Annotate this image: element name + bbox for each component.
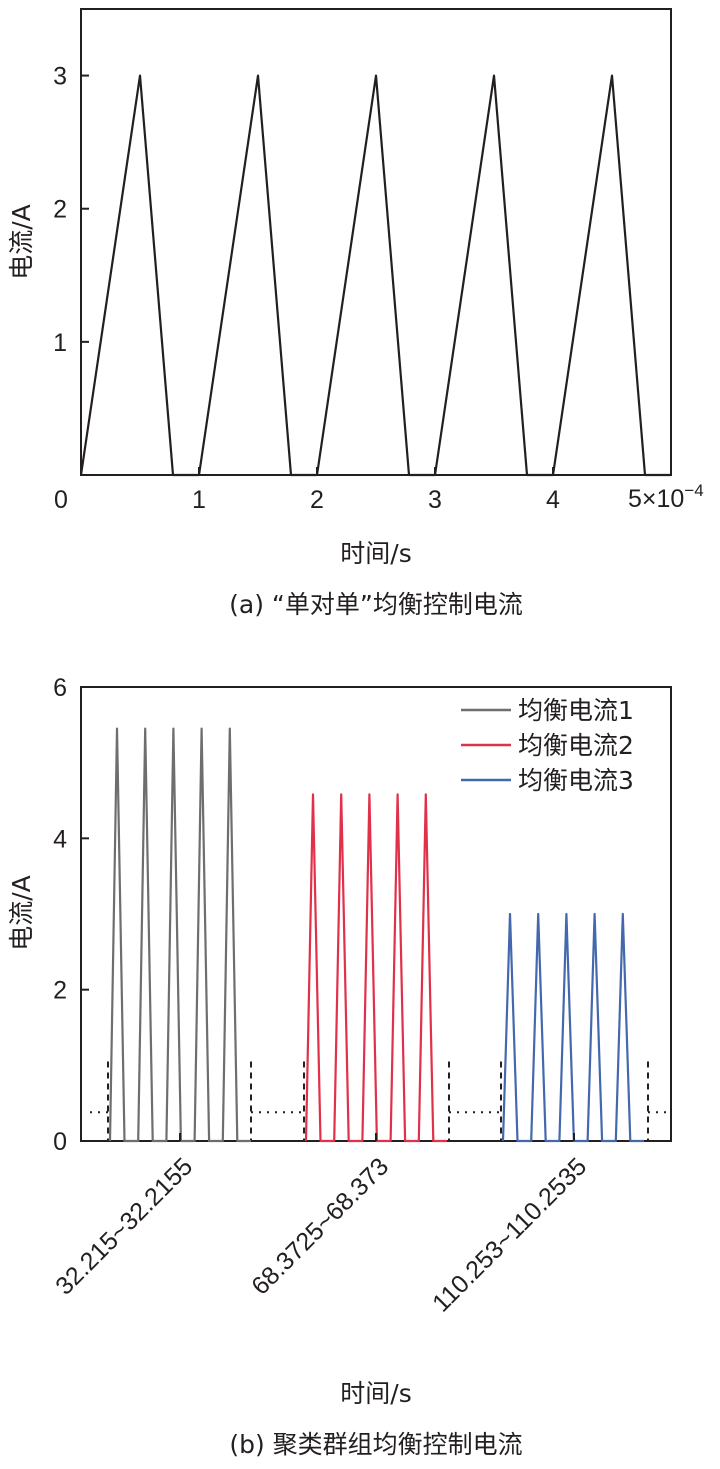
chart-a-series-line (79, 74, 671, 477)
chart-b-ytick-label: 0 (53, 1128, 67, 1156)
chart-b-xtick-label: 110.253~110.2535 (427, 1152, 592, 1317)
chart-b-series-line (501, 912, 644, 1143)
chart-b-ytick-label: 2 (53, 977, 67, 1005)
chart-b-xtick-label: 32.215~32.2155 (50, 1152, 198, 1300)
chart-a-caption: (a) “单对单”均衡控制电流 (229, 590, 523, 619)
chart-b-caption: (b) 聚类群组均衡控制电流 (229, 1430, 522, 1459)
chart-b-series-line (304, 793, 447, 1143)
chart-b: 0 2 4 6 32.215~32.2155 68.3725~68.373 110.253… (7, 674, 672, 1459)
chart-b-ylabel: 电流/A (7, 875, 36, 951)
chart-a-xtick-label: 3 (428, 486, 442, 514)
chart-b-legend-label: 均衡电流2 (518, 731, 634, 760)
chart-b-ytick-label: 6 (53, 674, 67, 702)
chart-b-legend: 均衡电流1 均衡电流2 均衡电流3 (461, 696, 634, 795)
chart-a-ytick-label: 2 (53, 196, 67, 224)
chart-a-frame (80, 8, 672, 476)
chart-a-xtick-label: 0 (54, 486, 68, 514)
chart-b-xlabel: 时间/s (340, 1379, 411, 1408)
chart-b-xtick-label: 68.3725~68.373 (246, 1152, 394, 1300)
chart-a-ytick-label: 3 (53, 63, 67, 91)
chart-b-series-line (108, 727, 251, 1143)
chart-a-ylabel: 电流/A (7, 204, 36, 280)
chart-b-legend-label: 均衡电流3 (518, 766, 634, 795)
chart-b-ytick-label: 4 (53, 825, 67, 853)
chart-a-x-multiplier: 5×10−4 (628, 481, 704, 513)
chart-b-legend-label: 均衡电流1 (518, 696, 634, 725)
chart-a-xtick-label: 1 (192, 486, 206, 514)
chart-a: 1 2 3 0 1 2 3 4 5×10−4 时间/s 电流/A (a) “单对单”均衡控制… (7, 8, 704, 619)
chart-a-ytick-label: 1 (53, 329, 67, 357)
chart-a-xlabel: 时间/s (340, 539, 411, 568)
chart-a-xtick-label: 4 (546, 486, 560, 514)
chart-a-xtick-label: 2 (310, 486, 324, 514)
